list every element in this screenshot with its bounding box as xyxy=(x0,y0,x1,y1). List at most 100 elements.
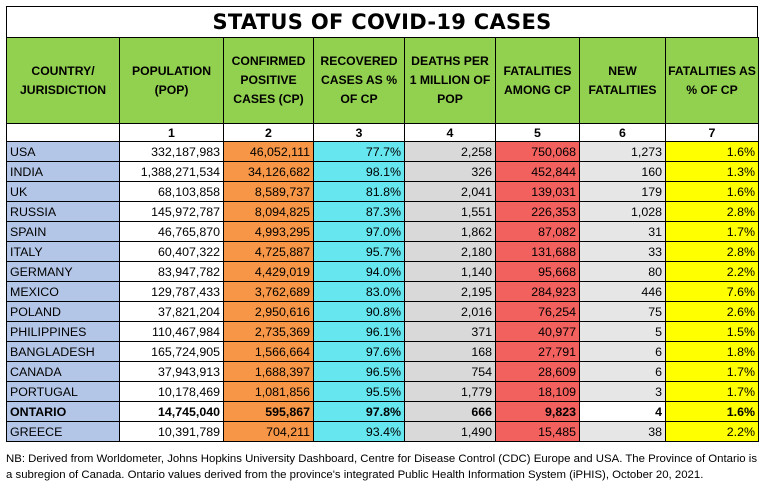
cell-recovered-percent: 97.0% xyxy=(313,221,405,242)
cell-country: SPAIN xyxy=(6,221,120,242)
cell-fatalities-percent: 1.6% xyxy=(665,141,759,162)
header-new-fatalities: NEW FATALITIES xyxy=(579,37,666,124)
table-row: INDIA 1,388,271,534 34,126,682 98.1% 326 452,… xyxy=(6,161,759,182)
cell-country: GREECE xyxy=(6,421,120,442)
cell-population: 129,787,433 xyxy=(119,281,224,302)
cell-deaths-per-million: 2,180 xyxy=(404,241,496,262)
cell-recovered-percent: 93.4% xyxy=(313,421,405,442)
column-number: 1 xyxy=(119,123,224,142)
header-fatalities-percent: FATALITIES AS % OF CP xyxy=(665,37,759,124)
cell-confirmed-cases: 8,094,825 xyxy=(223,201,314,222)
covid-status-sheet: STATUS OF COVID-19 CASES COUNTRY/ JURISD… xyxy=(6,6,759,442)
cell-confirmed-cases: 2,735,369 xyxy=(223,321,314,342)
cell-deaths-per-million: 371 xyxy=(404,321,496,342)
cell-new-fatalities: 75 xyxy=(579,301,666,322)
cell-deaths-per-million: 2,041 xyxy=(404,181,496,202)
cell-country: CANADA xyxy=(6,361,120,382)
cell-new-fatalities: 160 xyxy=(579,161,666,182)
cell-fatalities-percent: 1.8% xyxy=(665,341,759,362)
table-row: POLAND 37,821,204 2,950,616 90.8% 2,016 76,25… xyxy=(6,301,759,322)
cell-population: 10,391,789 xyxy=(119,421,224,442)
cell-recovered-percent: 97.8% xyxy=(313,401,405,422)
cell-recovered-percent: 77.7% xyxy=(313,141,405,162)
column-number: 5 xyxy=(495,123,580,142)
cell-fatalities: 9,823 xyxy=(495,401,580,422)
cell-fatalities-percent: 2.2% xyxy=(665,421,759,442)
cell-fatalities: 95,668 xyxy=(495,261,580,282)
cell-population: 332,187,983 xyxy=(119,141,224,162)
cell-country: ONTARIO xyxy=(6,401,120,422)
cell-new-fatalities: 80 xyxy=(579,261,666,282)
cell-population: 1,388,271,534 xyxy=(119,161,224,182)
column-number xyxy=(6,123,120,142)
cell-fatalities-percent: 2.8% xyxy=(665,241,759,262)
cell-fatalities: 452,844 xyxy=(495,161,580,182)
cell-confirmed-cases: 34,126,682 xyxy=(223,161,314,182)
cell-country: PHILIPPINES xyxy=(6,321,120,342)
cell-fatalities-percent: 1.6% xyxy=(665,181,759,202)
cell-fatalities-percent: 1.7% xyxy=(665,381,759,402)
cell-deaths-per-million: 2,016 xyxy=(404,301,496,322)
footnote: NB: Derived from Worldometer, Johns Hopk… xyxy=(6,453,758,481)
cell-recovered-percent: 95.7% xyxy=(313,241,405,262)
cell-fatalities-percent: 1.7% xyxy=(665,221,759,242)
cell-recovered-percent: 96.5% xyxy=(313,361,405,382)
cell-confirmed-cases: 595,867 xyxy=(223,401,314,422)
cell-fatalities: 15,485 xyxy=(495,421,580,442)
table-row: GREECE 10,391,789 704,211 93.4% 1,490 15,485 3… xyxy=(6,421,759,442)
cell-fatalities: 87,082 xyxy=(495,221,580,242)
cell-fatalities-percent: 1.5% xyxy=(665,321,759,342)
cell-new-fatalities: 38 xyxy=(579,421,666,442)
cell-country: ITALY xyxy=(6,241,120,262)
cell-new-fatalities: 1,273 xyxy=(579,141,666,162)
covid-table: COUNTRY/ JURISDICTION POPULATION (POP) C… xyxy=(6,37,759,442)
cell-deaths-per-million: 754 xyxy=(404,361,496,382)
cell-new-fatalities: 446 xyxy=(579,281,666,302)
cell-deaths-per-million: 168 xyxy=(404,341,496,362)
column-number-row: 1 2 3 4 5 6 7 xyxy=(6,123,759,142)
cell-new-fatalities: 31 xyxy=(579,221,666,242)
table-row: USA 332,187,983 46,052,111 77.7% 2,258 750,06… xyxy=(6,141,759,162)
cell-new-fatalities: 33 xyxy=(579,241,666,262)
cell-recovered-percent: 94.0% xyxy=(313,261,405,282)
cell-fatalities-percent: 2.6% xyxy=(665,301,759,322)
cell-deaths-per-million: 2,195 xyxy=(404,281,496,302)
cell-country: POLAND xyxy=(6,301,120,322)
cell-confirmed-cases: 46,052,111 xyxy=(223,141,314,162)
column-number: 7 xyxy=(665,123,759,142)
table-body: USA 332,187,983 46,052,111 77.7% 2,258 750,06… xyxy=(6,141,759,442)
table-row: ONTARIO 14,745,040 595,867 97.8% 666 9,823 4 1.… xyxy=(6,401,759,422)
cell-population: 83,947,782 xyxy=(119,261,224,282)
header-confirmed-cases: CONFIRMED POSITIVE CASES (CP) xyxy=(223,37,314,124)
cell-fatalities: 750,068 xyxy=(495,141,580,162)
cell-population: 68,103,858 xyxy=(119,181,224,202)
cell-deaths-per-million: 1,140 xyxy=(404,261,496,282)
table-row: PHILIPPINES 110,467,984 2,735,369 96.1% 371 4… xyxy=(6,321,759,342)
cell-population: 145,972,787 xyxy=(119,201,224,222)
cell-fatalities: 131,688 xyxy=(495,241,580,262)
column-number: 4 xyxy=(404,123,496,142)
cell-recovered-percent: 87.3% xyxy=(313,201,405,222)
table-row: ITALY 60,407,322 4,725,887 95.7% 2,180 131,68… xyxy=(6,241,759,262)
cell-country: PORTUGAL xyxy=(6,381,120,402)
cell-deaths-per-million: 666 xyxy=(404,401,496,422)
cell-recovered-percent: 97.6% xyxy=(313,341,405,362)
cell-recovered-percent: 90.8% xyxy=(313,301,405,322)
cell-fatalities: 284,923 xyxy=(495,281,580,302)
cell-new-fatalities: 179 xyxy=(579,181,666,202)
cell-fatalities: 40,977 xyxy=(495,321,580,342)
column-number: 3 xyxy=(313,123,405,142)
table-row: MEXICO 129,787,433 3,762,689 83.0% 2,195 284,… xyxy=(6,281,759,302)
cell-fatalities-percent: 2.8% xyxy=(665,201,759,222)
header-recovered-percent: RECOVERED CASES AS % OF CP xyxy=(313,37,405,124)
cell-deaths-per-million: 1,490 xyxy=(404,421,496,442)
cell-fatalities: 226,353 xyxy=(495,201,580,222)
cell-new-fatalities: 6 xyxy=(579,341,666,362)
cell-deaths-per-million: 1,779 xyxy=(404,381,496,402)
table-row: UK 68,103,858 8,589,737 81.8% 2,041 139,031 17… xyxy=(6,181,759,202)
cell-new-fatalities: 6 xyxy=(579,361,666,382)
cell-new-fatalities: 1,028 xyxy=(579,201,666,222)
cell-fatalities-percent: 1.6% xyxy=(665,401,759,422)
cell-confirmed-cases: 2,950,616 xyxy=(223,301,314,322)
cell-confirmed-cases: 8,589,737 xyxy=(223,181,314,202)
